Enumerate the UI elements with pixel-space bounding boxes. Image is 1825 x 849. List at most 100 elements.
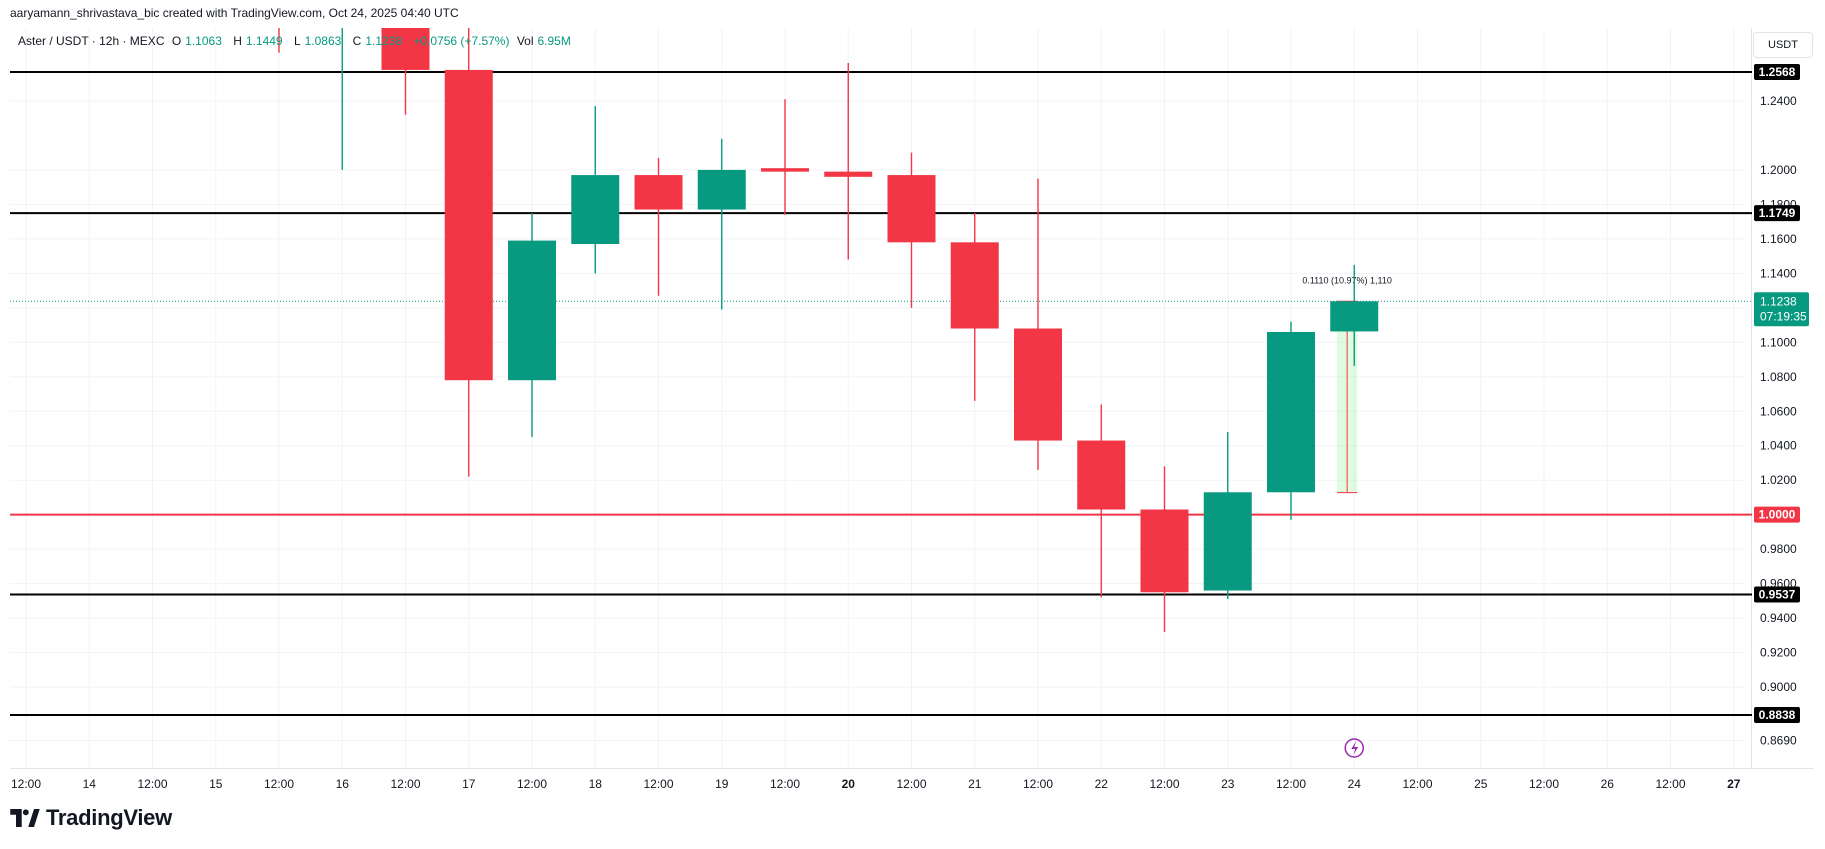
price-tick-label: 1.0200 (1760, 473, 1797, 487)
candle-body (1014, 328, 1062, 441)
time-tick-label: 12:00 (137, 777, 167, 791)
candle-body (1077, 440, 1126, 510)
price-tick-label: 0.9200 (1760, 646, 1797, 660)
high-value: H 1.1449 (233, 34, 286, 48)
open-number: 1.1063 (185, 34, 222, 48)
candle-body (508, 240, 556, 381)
candle-body (381, 28, 430, 70)
time-tick-label: 27 (1727, 777, 1741, 791)
candle-body (887, 175, 936, 243)
time-tick-label: 25 (1474, 777, 1488, 791)
countdown-label: 07:19:35 (1760, 309, 1807, 323)
measure-label: 0.1110 (10.97%) 1,110 (1302, 275, 1392, 285)
candle-body (571, 175, 620, 245)
close-label: C (352, 34, 362, 48)
time-tick-label: 14 (83, 777, 97, 791)
time-tick-label: 19 (715, 777, 729, 791)
time-tick-label: 16 (336, 777, 350, 791)
lightning-icon (1344, 738, 1364, 758)
time-tick-label: 21 (968, 777, 982, 791)
candle-body (950, 242, 999, 329)
time-tick-label: 12:00 (1655, 777, 1685, 791)
level-price-label: 1.1749 (1759, 206, 1796, 220)
currency-button[interactable]: USDT (1753, 32, 1813, 58)
time-tick-label: 12:00 (390, 777, 420, 791)
high-number: 1.1449 (245, 34, 283, 48)
price-tick-label: 1.2000 (1760, 163, 1797, 177)
price-tick-label: 1.0400 (1760, 439, 1797, 453)
symbol-label[interactable]: Aster / USDT · 12h · MEXC (18, 34, 165, 48)
time-tick-label: 18 (589, 777, 603, 791)
time-tick-label: 12:00 (1402, 777, 1432, 791)
volume-number: 6.95M (537, 34, 571, 48)
time-tick-label: 20 (842, 777, 856, 791)
level-price-tag (1754, 586, 1800, 603)
level-price-label: 1.0000 (1759, 508, 1796, 522)
level-price-tag (1754, 506, 1800, 523)
tradingview-logo-icon (10, 809, 40, 827)
high-label: H (233, 34, 242, 48)
level-price-tag (1754, 205, 1800, 222)
candle-body (1267, 331, 1315, 493)
time-tick-label: 12:00 (896, 777, 926, 791)
time-tick-label: 12:00 (643, 777, 673, 791)
candle-body (255, 0, 303, 23)
price-chart[interactable]: 12:00 14 12:00 15 12:00 16 12:00 17 12:00 18 12:00… (0, 0, 1825, 800)
volume-label: Vol (516, 34, 534, 48)
candle-body (634, 175, 683, 210)
last-price-label: 1.1238 (1760, 294, 1797, 308)
low-value: L 1.0863 (294, 34, 345, 48)
level-price-tag (1754, 64, 1800, 80)
time-tick-label: 17 (462, 777, 476, 791)
price-tick-label: 1.1000 (1760, 335, 1797, 349)
close-value: C 1.1238 (353, 34, 406, 48)
time-tick-label: 12:00 (1276, 777, 1306, 791)
time-tick-label: 15 (209, 777, 223, 791)
open-label: O (171, 34, 182, 48)
time-tick-label: 24 (1348, 777, 1362, 791)
level-price-label: 0.8838 (1759, 708, 1796, 722)
candle-body (1140, 509, 1189, 593)
tradingview-logo: TradingView (10, 805, 172, 831)
price-tick-label: 1.1600 (1760, 232, 1797, 246)
time-tick-label: 23 (1221, 777, 1235, 791)
price-tick-label: 1.0800 (1760, 370, 1797, 384)
candle-body (318, 0, 366, 23)
lightning-bolt (1351, 741, 1359, 755)
low-label: L (293, 34, 301, 48)
time-tick-label: 12:00 (1529, 777, 1559, 791)
price-tick-label: 0.9400 (1760, 611, 1797, 625)
candle-body (1203, 492, 1252, 591)
price-tick-label: 0.9800 (1760, 542, 1797, 556)
change-value: +0.0756 (+7.57%) (413, 34, 510, 48)
price-tick-label: 0.9000 (1760, 680, 1797, 694)
candle-body (824, 171, 873, 177)
time-tick-label: 12:00 (1023, 777, 1053, 791)
price-tick-label: 1.0600 (1760, 404, 1797, 418)
level-price-label: 0.9537 (1759, 588, 1796, 602)
ohlc-legend: Aster / USDT · 12h · MEXC O 1.1063 H 1.144… (18, 34, 579, 48)
last-price-tag (1754, 292, 1809, 327)
time-tick-label: 12:00 (264, 777, 294, 791)
price-tick-label: 1.1400 (1760, 266, 1797, 280)
candle-body (1330, 301, 1379, 332)
open-value: O 1.1063 (172, 34, 226, 48)
time-tick-label: 12:00 (517, 777, 547, 791)
time-tick-label: 12:00 (770, 777, 800, 791)
close-number: 1.1238 (365, 34, 403, 48)
time-tick-label: 26 (1601, 777, 1615, 791)
candle-body (697, 169, 746, 210)
price-tick-label: 0.8690 (1760, 734, 1797, 748)
time-tick-label: 12:00 (1149, 777, 1179, 791)
time-tick-label: 12:00 (11, 777, 41, 791)
level-price-label: 1.2568 (1759, 65, 1796, 79)
chart-credit: aaryamann_shrivastava_bic created with T… (10, 6, 459, 20)
level-price-tag (1754, 707, 1800, 723)
price-tick-label: 1.2400 (1760, 94, 1797, 108)
low-number: 1.0863 (304, 34, 342, 48)
time-tick-label: 22 (1095, 777, 1109, 791)
volume-value: Vol 6.95M (517, 34, 575, 48)
tradingview-brand: TradingView (46, 805, 172, 830)
candle-body (444, 69, 493, 381)
candle-body (761, 168, 809, 172)
